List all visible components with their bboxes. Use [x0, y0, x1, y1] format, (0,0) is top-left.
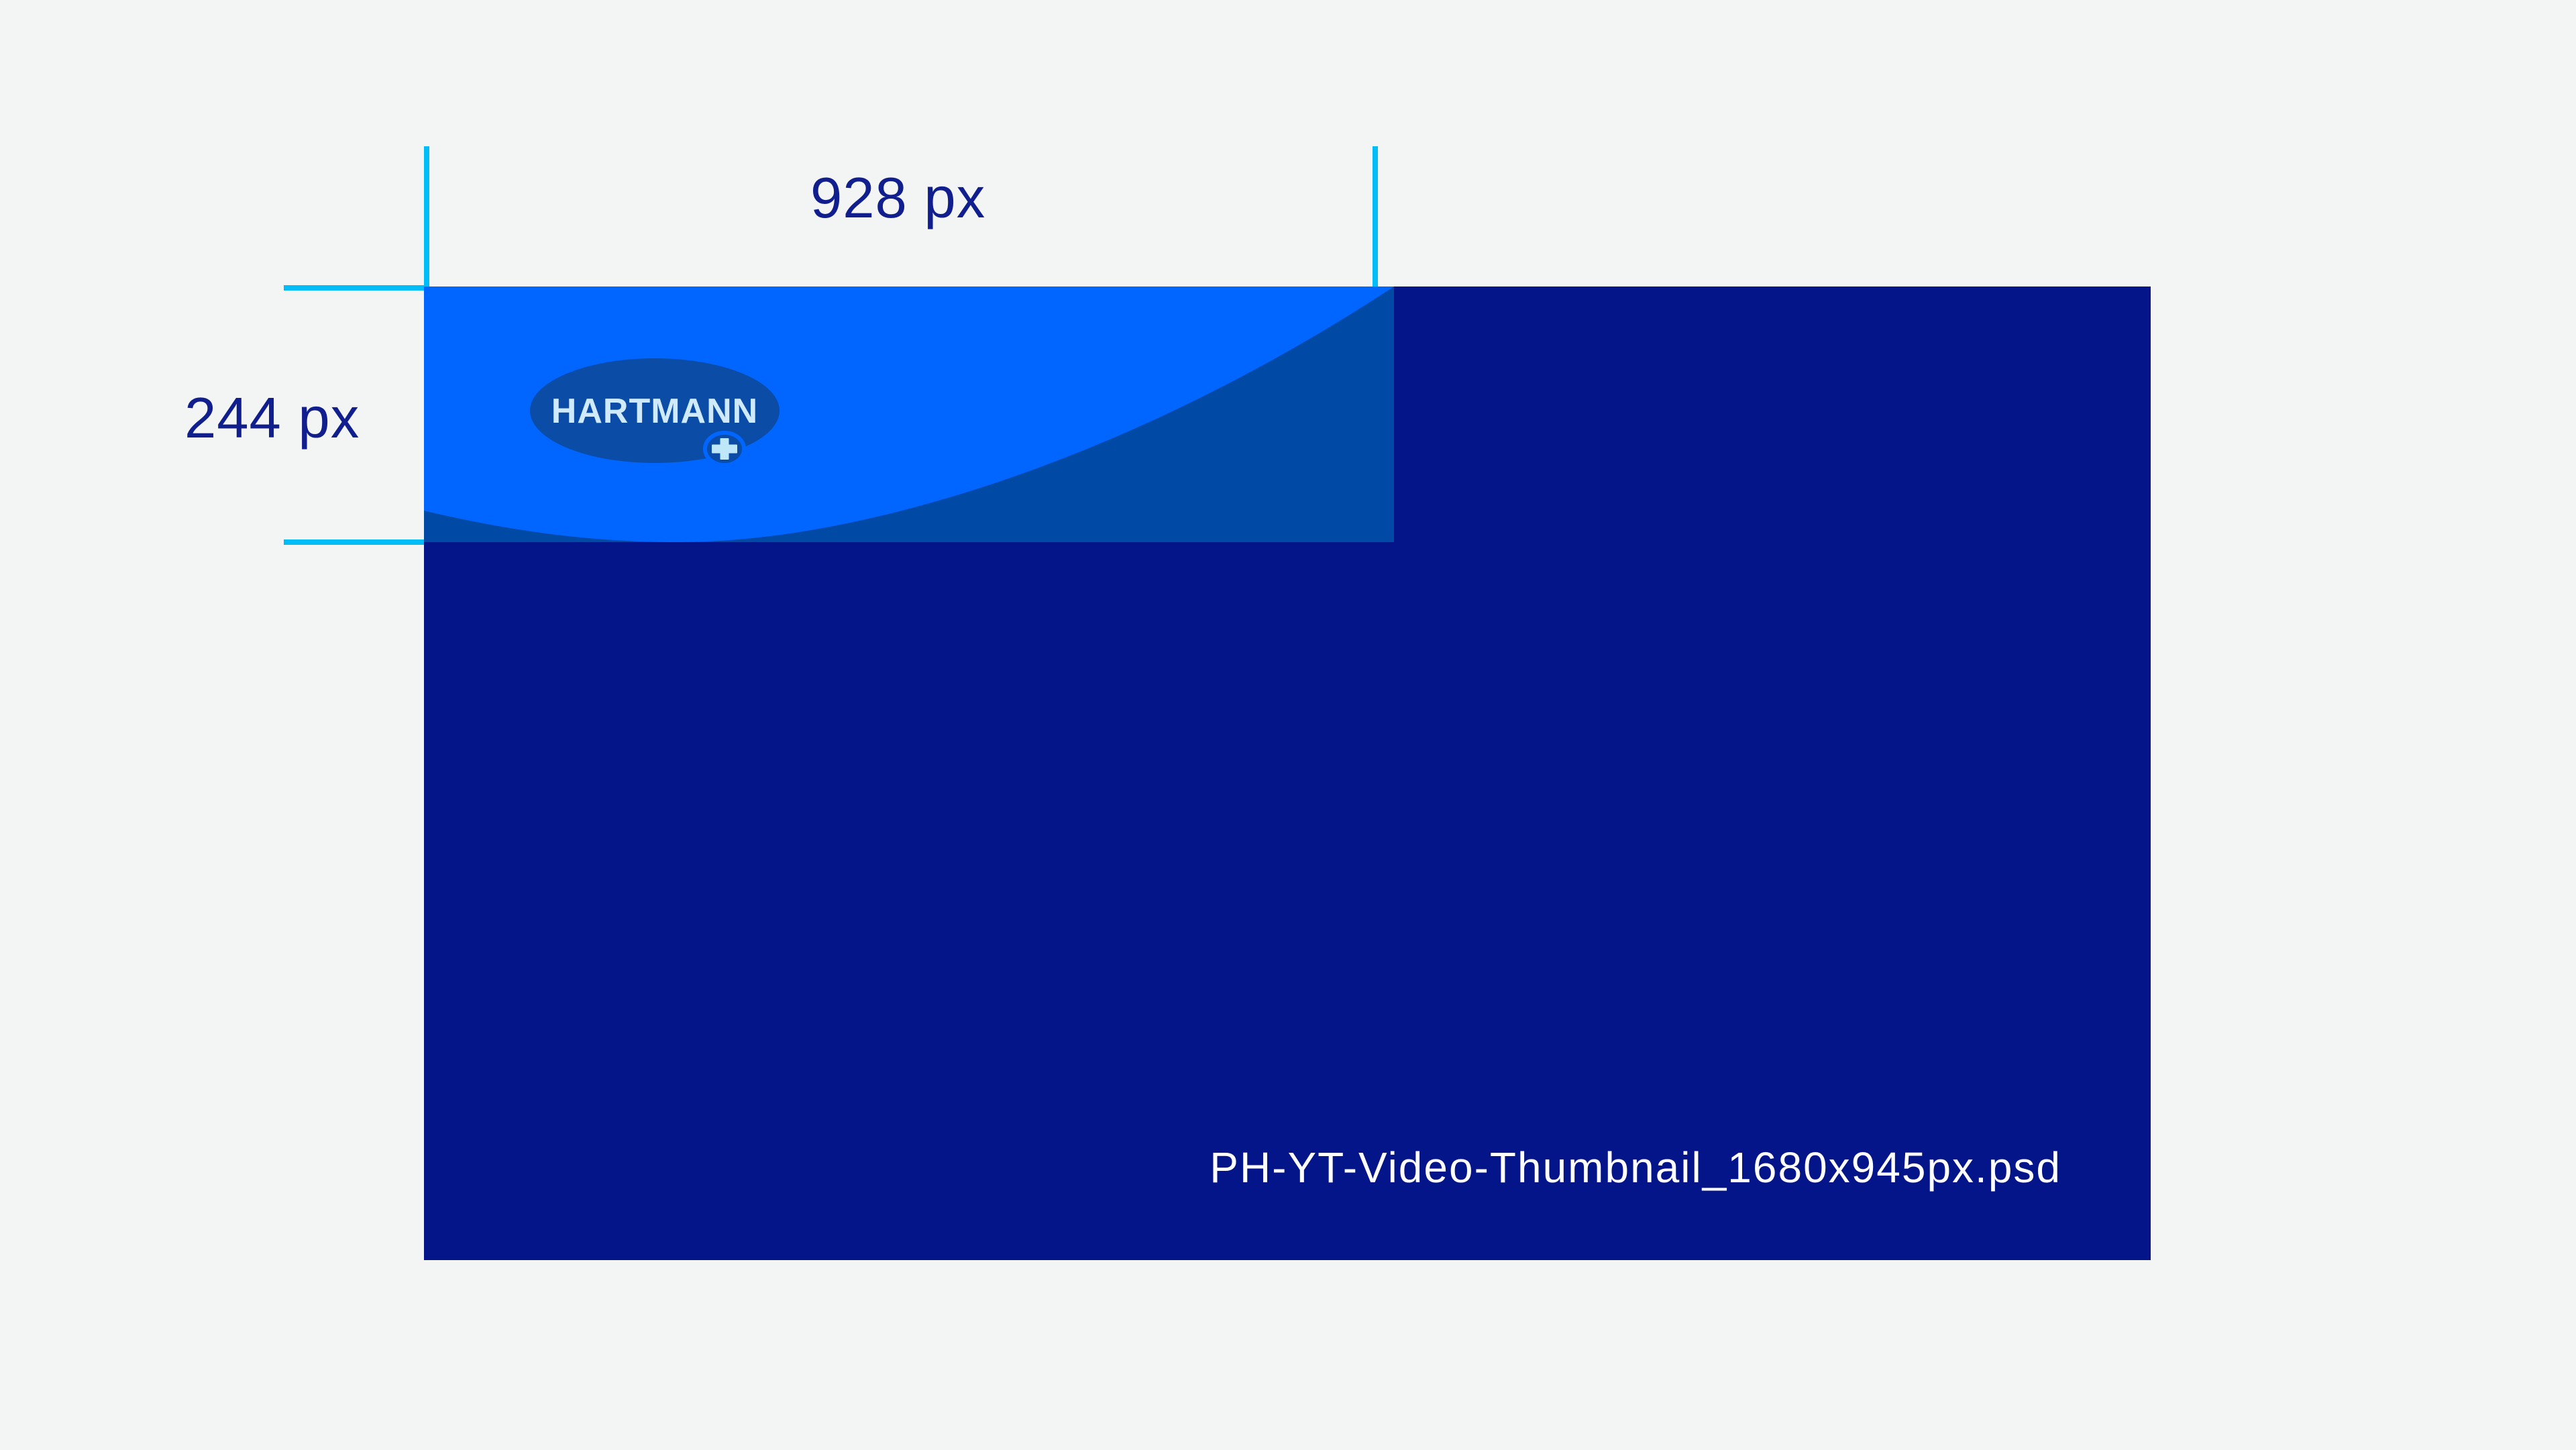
- header-curve-shape: [424, 287, 1394, 542]
- hartmann-logo-text: HARTMANN: [551, 392, 758, 431]
- width-dimension-label: 928 px: [810, 166, 986, 230]
- filename-label: PH-YT-Video-Thumbnail_1680x945px.psd: [1210, 1143, 2061, 1192]
- height-dimension-label: 244 px: [184, 386, 360, 450]
- width-guide-line-right: [1373, 146, 1378, 287]
- width-guide-line-left: [424, 146, 429, 287]
- height-guide-tick-bottom: [284, 539, 424, 545]
- height-guide-tick-top: [284, 285, 424, 291]
- header-band: HARTMANN: [424, 287, 1394, 542]
- thumbnail-canvas: HARTMANN PH-YT-Video-Thumbnail_1680x945p…: [424, 287, 2151, 1260]
- plus-icon: [712, 438, 737, 460]
- plus-badge: [703, 431, 746, 467]
- header-artwork: HARTMANN: [424, 287, 1394, 542]
